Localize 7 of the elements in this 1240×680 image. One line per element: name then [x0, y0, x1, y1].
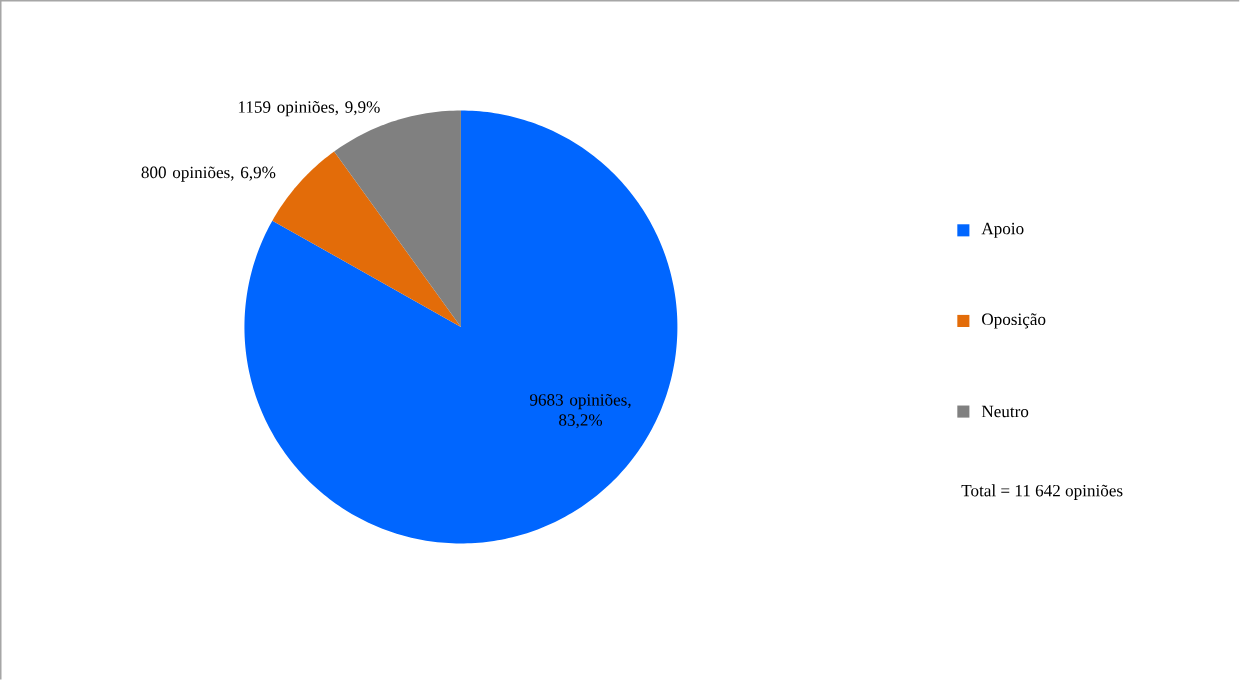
legend-label: Apoio [981, 222, 1024, 238]
text: Total = 11 642 opiniões [961, 484, 1123, 500]
legend-label: Oposição [982, 313, 1046, 329]
data-label: 800 opiniões, 6,9% [141, 166, 276, 182]
data-label: 1159 opiniões, 9,9% [238, 100, 380, 117]
legend-label: Neutro [981, 405, 1029, 418]
data-label: 9683 opiniões, 83,2% [529, 393, 631, 429]
